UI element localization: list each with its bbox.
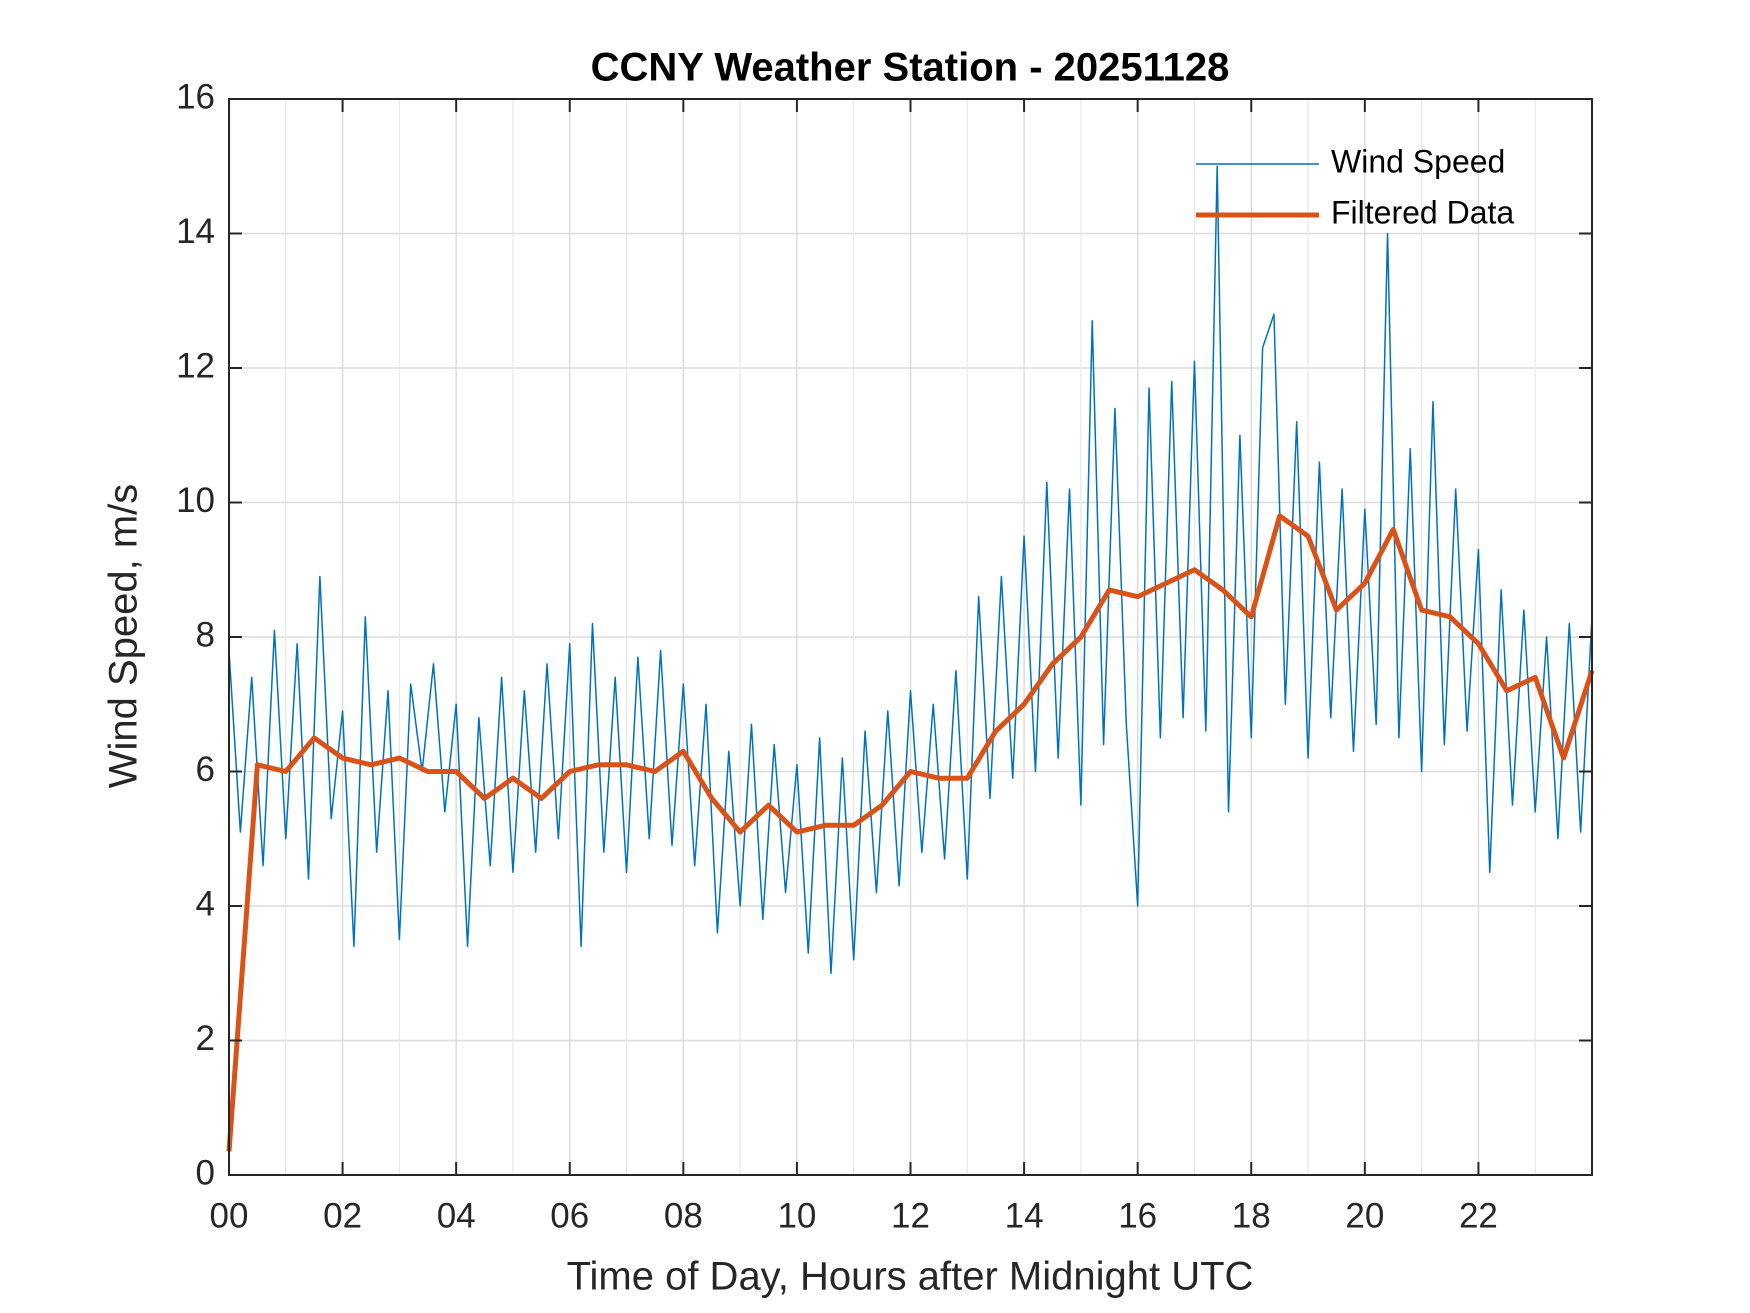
y-tick-label: 2	[196, 1019, 215, 1058]
y-tick-label: 4	[196, 884, 215, 923]
x-tick-label: 10	[777, 1196, 816, 1235]
y-tick-label: 10	[176, 481, 215, 520]
x-tick-label: 16	[1118, 1196, 1157, 1235]
x-tick-label: 02	[323, 1196, 362, 1235]
x-tick-label: 08	[664, 1196, 703, 1235]
y-tick-label: 12	[176, 346, 215, 385]
y-tick-label: 6	[196, 750, 215, 789]
x-tick-label: 12	[891, 1196, 930, 1235]
chart-title: CCNY Weather Station - 20251128	[591, 46, 1230, 90]
y-tick-label: 14	[176, 212, 215, 251]
x-tick-label: 00	[210, 1196, 249, 1235]
y-tick-label: 8	[196, 615, 215, 654]
line-series	[226, 513, 1595, 1152]
x-tick-label: 06	[550, 1196, 589, 1235]
legend-label: Filtered Data	[1331, 194, 1514, 230]
x-tick-label: 04	[437, 1196, 476, 1235]
legend-label: Wind Speed	[1331, 143, 1505, 179]
x-tick-label: 14	[1005, 1196, 1044, 1235]
x-tick-label: 18	[1232, 1196, 1271, 1235]
x-tick-label: 20	[1345, 1196, 1384, 1235]
y-tick-label: 0	[196, 1153, 215, 1192]
y-axis-label: Wind Speed, m/s	[102, 484, 146, 789]
y-tick-label: 16	[176, 77, 215, 116]
x-tick-label: 22	[1459, 1196, 1498, 1235]
line-series	[228, 165, 1593, 974]
x-axis-label: Time of Day, Hours after Midnight UTC	[567, 1255, 1254, 1299]
